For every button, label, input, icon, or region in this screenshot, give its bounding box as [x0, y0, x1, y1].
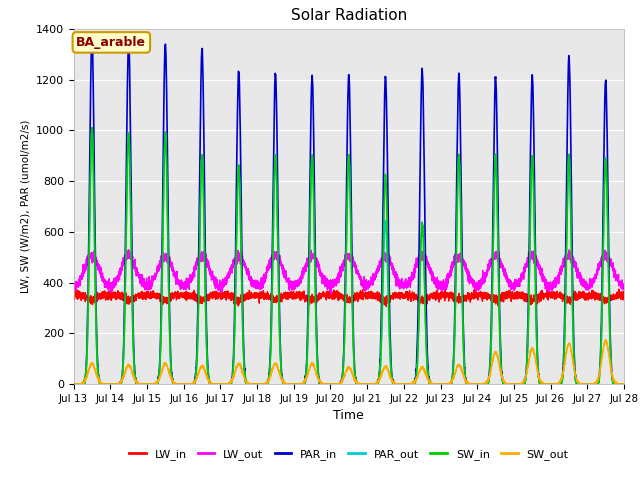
Line: PAR_out: PAR_out	[74, 128, 624, 384]
LW_out	[237, 246, 244, 252]
PAR_in	[169, 379, 177, 384]
PAR_out	[442, 381, 450, 387]
SW_out	[328, 381, 336, 387]
SW_in	[70, 381, 77, 387]
PAR_in	[70, 381, 77, 387]
LW_in	[442, 293, 449, 299]
LW_in	[382, 303, 390, 309]
Y-axis label: LW, SW (W/m2), PAR (umol/m2/s): LW, SW (W/m2), PAR (umol/m2/s)	[20, 120, 30, 293]
Title: Solar Radiation: Solar Radiation	[291, 9, 407, 24]
PAR_out	[169, 379, 177, 385]
PAR_out	[620, 381, 627, 387]
LW_in	[328, 294, 336, 300]
LW_out	[70, 287, 77, 293]
SW_out	[442, 381, 449, 387]
LW_in	[620, 292, 627, 298]
SW_in	[328, 381, 336, 387]
PAR_in	[96, 381, 104, 387]
SW_out	[472, 381, 480, 387]
LW_out	[472, 281, 480, 287]
SW_in	[88, 125, 96, 131]
SW_in	[504, 381, 511, 387]
LW_out	[442, 276, 450, 282]
SW_in	[96, 381, 104, 387]
LW_in	[472, 293, 480, 299]
SW_in	[620, 381, 627, 387]
Line: PAR_in: PAR_in	[74, 38, 624, 384]
Line: LW_in: LW_in	[74, 288, 624, 306]
PAR_in	[442, 381, 450, 387]
SW_out	[620, 381, 628, 387]
Text: BA_arable: BA_arable	[76, 36, 147, 49]
LW_out	[169, 264, 177, 270]
Line: SW_out: SW_out	[74, 340, 624, 384]
PAR_out	[80, 381, 88, 387]
SW_out	[504, 381, 511, 387]
PAR_in	[88, 35, 96, 41]
SW_out	[169, 379, 177, 385]
LW_out	[504, 279, 511, 285]
SW_out	[620, 381, 627, 387]
SW_out	[79, 381, 86, 387]
SW_out	[70, 381, 77, 387]
Legend: LW_in, LW_out, PAR_in, PAR_out, SW_in, SW_out: LW_in, LW_out, PAR_in, PAR_out, SW_in, S…	[125, 444, 573, 465]
PAR_out	[620, 381, 628, 387]
LW_in	[169, 295, 177, 300]
PAR_in	[472, 381, 480, 387]
SW_in	[442, 381, 450, 387]
LW_in	[504, 294, 511, 300]
SW_in	[169, 379, 177, 384]
SW_in	[620, 381, 628, 387]
PAR_in	[504, 381, 511, 387]
LW_out	[328, 280, 336, 286]
LW_in	[620, 293, 628, 299]
X-axis label: Time: Time	[333, 409, 364, 422]
LW_in	[70, 294, 77, 300]
SW_out	[602, 337, 609, 343]
PAR_out	[504, 381, 511, 387]
PAR_out	[328, 381, 336, 387]
PAR_out	[88, 125, 96, 131]
PAR_out	[472, 381, 480, 387]
LW_out	[327, 291, 335, 297]
SW_in	[472, 381, 480, 387]
PAR_in	[620, 381, 628, 387]
LW_in	[471, 286, 479, 291]
Line: SW_in: SW_in	[74, 128, 624, 384]
PAR_out	[70, 381, 77, 387]
LW_out	[620, 286, 627, 291]
PAR_in	[328, 381, 336, 387]
PAR_in	[620, 381, 627, 387]
LW_out	[620, 285, 628, 290]
Line: LW_out: LW_out	[74, 249, 624, 294]
